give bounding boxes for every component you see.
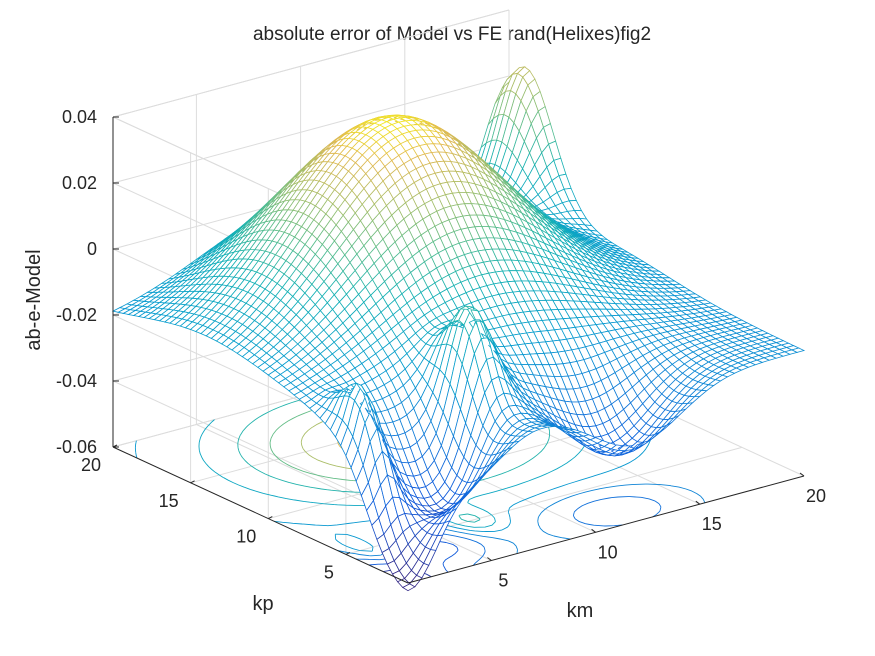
y-tick-mark	[345, 551, 351, 555]
surface-mesh	[111, 66, 806, 592]
z-tick-label: 0.04	[62, 107, 97, 127]
z-tick-label: 0.02	[62, 173, 97, 193]
grid-line	[196, 424, 492, 561]
mesh-cell	[790, 347, 806, 353]
z-tick-label: -0.06	[56, 437, 97, 457]
x-tick-mark	[799, 472, 805, 477]
grid-line	[112, 9, 510, 118]
z-tick-label: -0.02	[56, 305, 97, 325]
y-axis-label: kp	[252, 593, 273, 615]
axes	[112, 116, 805, 584]
x-axis-label: km	[567, 600, 594, 622]
x-tick-mark	[487, 557, 492, 561]
x-axis-line	[407, 475, 805, 584]
z-tick-label: 0	[87, 239, 97, 259]
chart-title: absolute error of Model vs FE rand(Helix…	[253, 24, 651, 45]
x-tick-label: 5	[498, 571, 508, 591]
y-tick-label: 10	[236, 527, 256, 547]
y-tick-mark	[268, 516, 273, 520]
z-axis-label: ab-e-Model	[23, 249, 45, 350]
y-tick-label: 20	[81, 455, 101, 475]
grid-line	[112, 75, 510, 184]
y-tick-label: 15	[159, 491, 179, 511]
x-tick-mark	[695, 500, 701, 505]
x-tick-label: 10	[598, 542, 618, 562]
y-axis-line	[112, 446, 409, 584]
y-tick-label: 5	[324, 562, 334, 582]
x-tick-mark	[591, 528, 596, 533]
x-tick-label: 20	[806, 486, 826, 506]
x-tick-label: 15	[702, 514, 722, 534]
z-tick-label: -0.04	[56, 371, 97, 391]
y-tick-mark	[190, 480, 195, 484]
